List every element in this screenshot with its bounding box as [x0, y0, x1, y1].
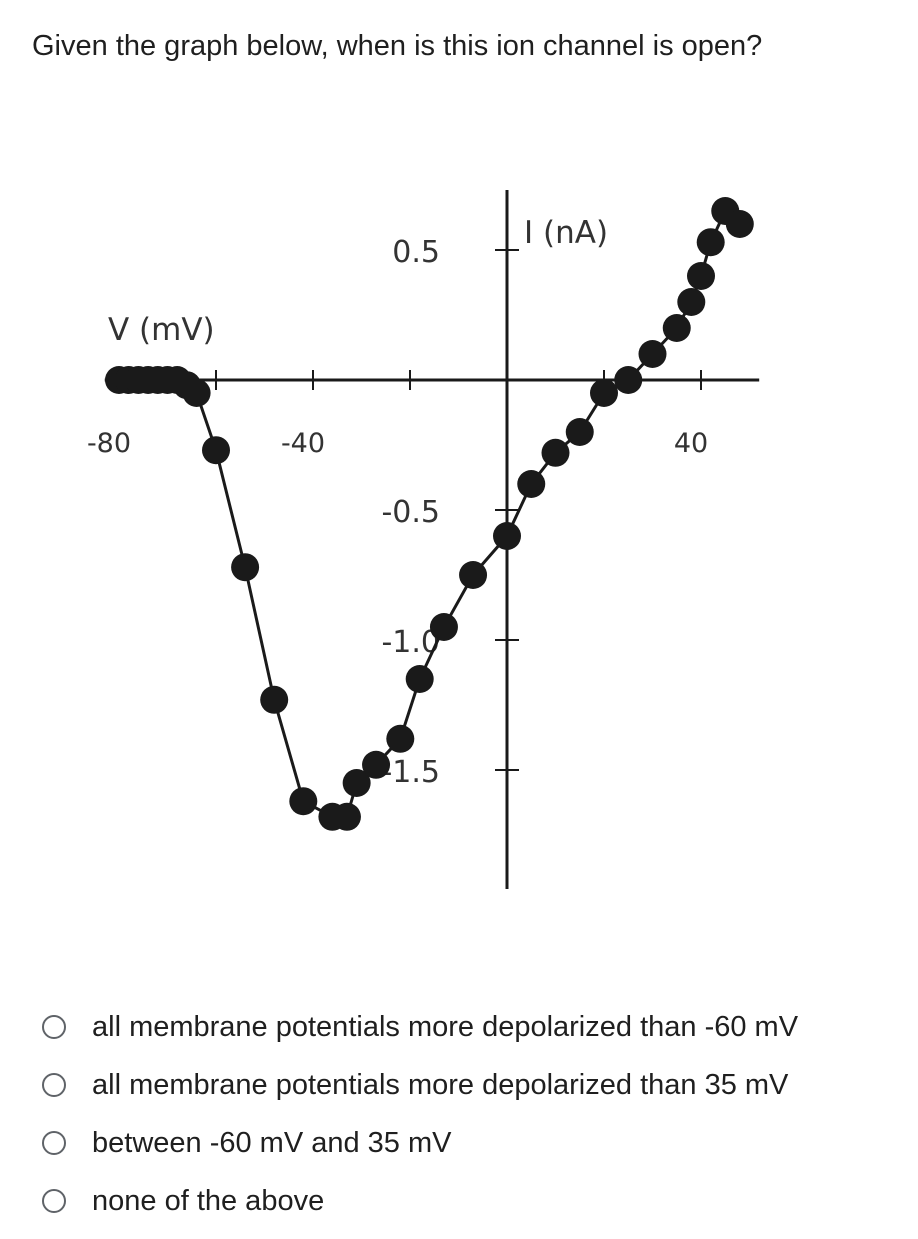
data-point [386, 724, 415, 753]
data-point [182, 379, 211, 407]
y-tick-label: 0.5 [392, 235, 440, 270]
data-point [493, 522, 521, 550]
data-point [687, 262, 715, 290]
data-point [332, 802, 361, 831]
data-point [289, 787, 318, 816]
x-axis-title: V (mV) [108, 312, 215, 348]
data-point [459, 561, 488, 589]
x-tick-label: -40 [281, 428, 325, 459]
radio-button[interactable] [42, 1015, 66, 1039]
radio-button[interactable] [42, 1073, 66, 1097]
data-point [725, 210, 754, 238]
answer-option[interactable]: between -60 mV and 35 mV [40, 1114, 798, 1172]
answer-option-label: all membrane potentials more depolarized… [92, 1068, 789, 1101]
data-point [231, 553, 260, 582]
data-point [614, 366, 643, 394]
data-point [429, 613, 458, 641]
y-tick-label: -1.5 [381, 755, 440, 790]
answer-option-label: all membrane potentials more depolarized… [92, 1010, 799, 1043]
data-point [696, 228, 725, 257]
data-point [202, 436, 230, 465]
x-tick-label: -80 [87, 428, 131, 459]
data-point [541, 438, 570, 467]
question-text: Given the graph below, when is this ion … [32, 30, 763, 62]
data-point [517, 470, 546, 498]
radio-button[interactable] [42, 1131, 66, 1155]
data-point [260, 685, 289, 714]
answer-option[interactable]: none of the above [40, 1172, 798, 1230]
data-point [405, 665, 434, 693]
data-point [565, 418, 594, 446]
y-axis-title: I (nA) [524, 215, 608, 251]
answer-option-label: none of the above [92, 1184, 325, 1217]
iv-chart: -80 -40 400.5-0.5-1.0-1.5V (mV)I (nA) [87, 190, 760, 889]
y-tick-label: -0.5 [381, 495, 440, 530]
answer-options: all membrane potentials more depolarized… [40, 998, 798, 1230]
data-point [342, 769, 371, 797]
data-point [677, 288, 706, 316]
data-point [662, 314, 691, 342]
x-tick-label: 40 [674, 428, 708, 459]
radio-button[interactable] [42, 1189, 66, 1213]
answer-option-label: between -60 mV and 35 mV [92, 1126, 452, 1159]
answer-option[interactable]: all membrane potentials more depolarized… [40, 1056, 798, 1114]
answer-option[interactable]: all membrane potentials more depolarized… [40, 998, 798, 1056]
data-point [590, 379, 618, 407]
data-point [362, 750, 391, 779]
data-point [638, 340, 667, 368]
